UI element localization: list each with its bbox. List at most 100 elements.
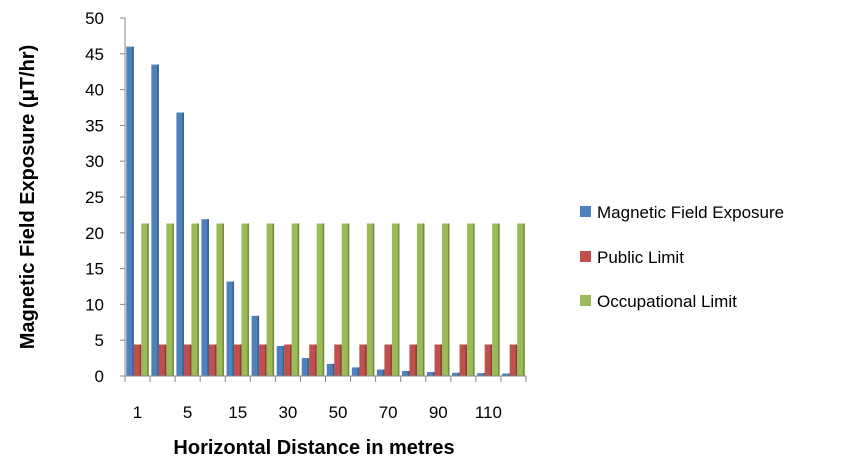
x-tick-label: 110 <box>475 403 502 422</box>
bar-face <box>316 223 325 376</box>
bar-face <box>391 223 400 376</box>
bar-side-shade <box>407 370 410 376</box>
bar-face <box>334 344 342 376</box>
bar-magnetic-field-exposure-120 <box>502 373 510 376</box>
y-tick-label: 35 <box>85 116 104 135</box>
bar-side-shade <box>397 223 400 376</box>
bar-side-shade <box>207 219 209 376</box>
bar-occupational-limit-20 <box>266 223 275 376</box>
bar-side-shade <box>415 344 417 376</box>
bar-face <box>309 344 317 376</box>
bar-face <box>326 363 335 376</box>
x-tick-label: 50 <box>329 403 348 422</box>
bar-face <box>509 344 518 376</box>
y-tick-label: 45 <box>85 45 104 64</box>
bar-face <box>484 344 493 376</box>
bar-face <box>401 370 410 376</box>
bar-face <box>459 344 468 376</box>
bar-face <box>376 369 385 376</box>
bar-side-shade <box>214 344 217 376</box>
bar-public-limit-40 <box>309 344 317 376</box>
bar-side-shade <box>157 64 159 376</box>
bar-occupational-limit-60 <box>366 223 375 376</box>
x-tick-label: 90 <box>429 403 448 422</box>
bar-side-shade <box>390 344 392 376</box>
bar-face <box>216 223 224 376</box>
bar-face <box>384 344 392 376</box>
bar-occupational-limit-80 <box>416 223 425 376</box>
legend-label: Occupational Limit <box>597 292 737 311</box>
bar-occupational-limit-40 <box>316 223 325 376</box>
bar-occupational-limit-10 <box>216 223 224 376</box>
bar-magnetic-field-exposure-100 <box>452 372 460 376</box>
bar-side-shade <box>432 372 435 376</box>
y-tick-label: 40 <box>85 81 104 100</box>
bar-magnetic-field-exposure-30 <box>276 345 285 376</box>
bar-side-shade <box>290 344 292 376</box>
bar-side-shade <box>264 344 267 376</box>
legend-swatch <box>580 251 591 262</box>
bar-face <box>517 223 525 376</box>
bar-magnetic-field-exposure-15 <box>226 281 235 376</box>
bar-side-shade <box>182 112 184 377</box>
bar-face <box>166 223 174 376</box>
bar-side-shade <box>132 46 134 376</box>
bar-side-shade <box>282 345 285 376</box>
y-tick-label: 30 <box>85 152 104 171</box>
legend: Magnetic Field Exposure Public Limit Occup… <box>580 203 784 311</box>
bar-occupational-limit-110 <box>492 223 500 376</box>
y-tick-label: 10 <box>85 295 104 314</box>
legend-label: Magnetic Field Exposure <box>597 203 784 222</box>
bar-side-shade <box>523 223 525 376</box>
bar-side-shade <box>365 344 367 376</box>
bar-side-shade <box>382 369 385 376</box>
bar-face <box>341 223 350 376</box>
bar-face <box>151 64 159 376</box>
bar-magnetic-field-exposure-3 <box>151 64 159 376</box>
legend-item-occupational-limit: Occupational Limit <box>580 292 737 311</box>
bar-face <box>141 223 149 376</box>
bar-public-limit-120 <box>509 344 518 376</box>
bar-magnetic-field-exposure-5 <box>176 112 184 377</box>
bar-side-shade <box>247 223 250 376</box>
bar-face <box>191 223 199 376</box>
bar-side-shade <box>189 344 192 376</box>
bar-magnetic-field-exposure-1 <box>126 46 134 376</box>
bar-face <box>208 344 217 376</box>
bar-occupational-limit-30 <box>291 223 300 376</box>
bar-side-shade <box>508 373 510 376</box>
bar-public-limit-100 <box>459 344 468 376</box>
bar-public-limit-30 <box>284 344 292 376</box>
bar-magnetic-field-exposure-110 <box>477 373 485 376</box>
bar-public-limit-80 <box>409 344 417 376</box>
bar-side-shade <box>315 344 317 376</box>
bar-face <box>351 367 360 376</box>
bar-side-shade <box>440 344 443 376</box>
bar-public-limit-5 <box>183 344 192 376</box>
bar-face <box>201 219 209 376</box>
bar-public-limit-50 <box>334 344 342 376</box>
bar-side-shade <box>232 281 235 376</box>
bar-public-limit-10 <box>208 344 217 376</box>
bar-side-shade <box>272 223 275 376</box>
bar-face <box>266 223 275 376</box>
x-tick-label: 5 <box>183 403 192 422</box>
bar-face <box>291 223 300 376</box>
bar-face <box>158 344 167 376</box>
bar-face <box>409 344 417 376</box>
bar-public-limit-70 <box>384 344 392 376</box>
x-tick-label: 1 <box>133 403 142 422</box>
bar-face <box>259 344 267 376</box>
legend-label: Public Limit <box>597 248 684 267</box>
x-tick-label: 30 <box>278 403 297 422</box>
bar-magnetic-field-exposure-10 <box>201 219 209 376</box>
bar-magnetic-field-exposure-20 <box>251 315 260 376</box>
bar-face <box>477 373 485 376</box>
bar-side-shade <box>472 223 475 376</box>
bar-side-shade <box>372 223 375 376</box>
bar-face <box>126 46 134 376</box>
y-tick-label: 0 <box>95 367 104 386</box>
x-axis-title: Horizontal Distance in metres <box>173 437 454 459</box>
bar-side-shade <box>307 358 310 376</box>
bar-magnetic-field-exposure-60 <box>351 367 360 376</box>
